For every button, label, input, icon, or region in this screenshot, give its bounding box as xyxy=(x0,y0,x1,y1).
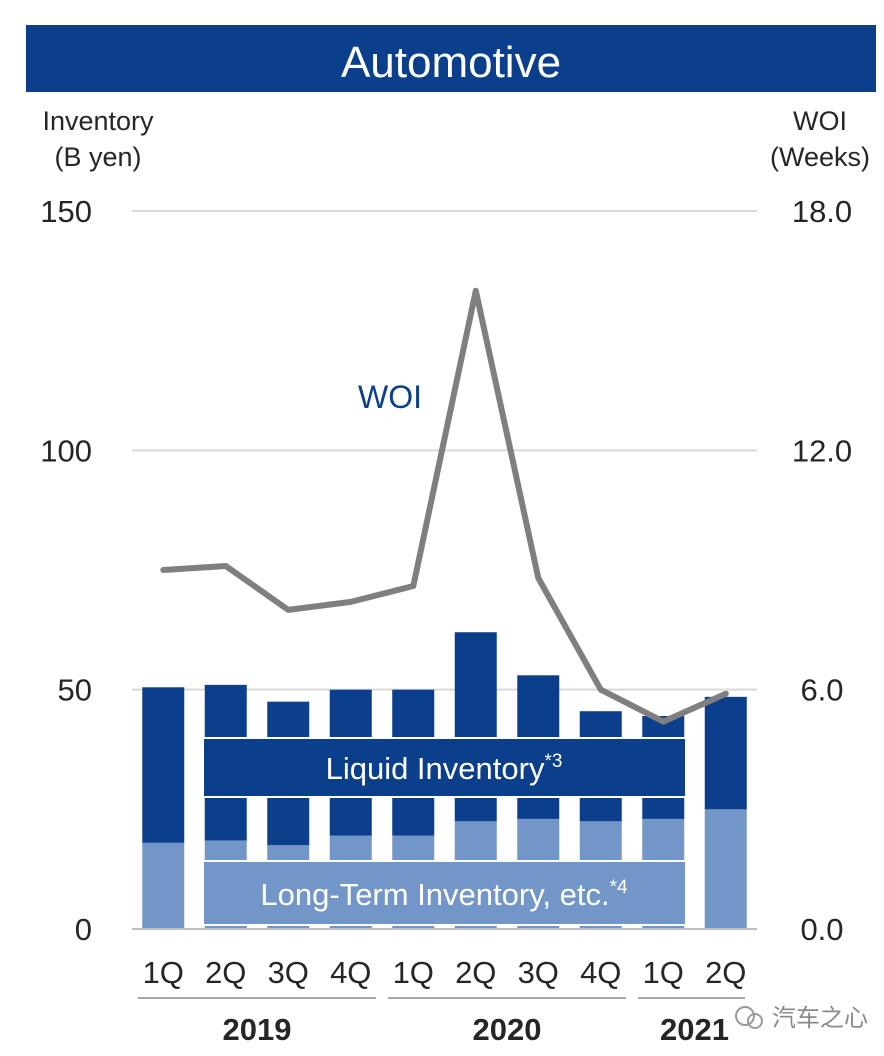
liquid-inventory-legend: Liquid Inventory*3 xyxy=(202,737,687,798)
category-label: 3Q xyxy=(268,955,309,990)
year-label: 2019 xyxy=(223,1012,292,1047)
wechat-icon-bubble xyxy=(747,1013,763,1029)
right-axis-label-line1: WOI xyxy=(793,106,847,136)
watermark: 汽车之心 xyxy=(735,1005,868,1032)
chart-title: Automotive xyxy=(341,38,561,87)
category-label: 4Q xyxy=(330,955,371,990)
long-term-inventory-bar xyxy=(704,809,747,929)
liquid-inventory-bar xyxy=(142,687,185,843)
year-groups: 2019 2020 2021 xyxy=(138,997,745,1047)
long-term-inventory-legend-label: Long-Term Inventory, etc.*4 xyxy=(260,877,628,912)
left-axis-label-line1: Inventory xyxy=(42,106,154,136)
liquid-inventory-legend-label: Liquid Inventory*3 xyxy=(326,751,563,786)
liquid-inventory-bar xyxy=(704,696,747,810)
year-label: 2020 xyxy=(473,1012,542,1047)
category-label: 2Q xyxy=(205,955,246,990)
long-term-inventory-legend-footnote: *4 xyxy=(610,877,628,898)
left-tick-label: 150 xyxy=(40,194,92,229)
left-tick-label: 0 xyxy=(75,912,92,947)
right-tick-label: 6.0 xyxy=(800,673,843,708)
right-axis-ticks: 0.0 6.0 12.0 18.0 xyxy=(792,194,852,947)
right-axis-label-line2: (Weeks) xyxy=(770,142,870,172)
long-term-inventory-legend-text: Long-Term Inventory, etc. xyxy=(260,877,609,912)
title-banner xyxy=(26,25,876,92)
liquid-inventory-legend-text: Liquid Inventory xyxy=(326,751,545,786)
category-label: 4Q xyxy=(580,955,621,990)
right-tick-label: 18.0 xyxy=(792,194,852,229)
liquid-inventory-legend-box xyxy=(202,737,687,798)
right-tick-label: 0.0 xyxy=(800,912,843,947)
left-axis-label-line2: (B yen) xyxy=(54,142,141,172)
category-labels: 1Q 2Q 3Q 4Q 1Q 2Q 3Q 4Q 1Q 2Q xyxy=(143,955,747,990)
watermark-text: 汽车之心 xyxy=(772,1005,868,1032)
long-term-inventory-legend-box xyxy=(202,860,687,926)
category-label: 1Q xyxy=(393,955,434,990)
woi-line xyxy=(160,287,729,725)
left-tick-label: 100 xyxy=(40,433,92,468)
category-label: 1Q xyxy=(643,955,684,990)
liquid-inventory-legend-footnote: *3 xyxy=(544,751,562,772)
long-term-inventory-legend: Long-Term Inventory, etc.*4 xyxy=(202,860,687,926)
category-label: 2Q xyxy=(705,955,746,990)
category-label: 1Q xyxy=(143,955,184,990)
woi-line-label: WOI xyxy=(358,379,422,415)
long-term-inventory-bar xyxy=(142,842,185,929)
left-tick-label: 50 xyxy=(58,673,92,708)
category-label: 3Q xyxy=(518,955,559,990)
wechat-icon xyxy=(735,1006,755,1026)
right-tick-label: 12.0 xyxy=(792,433,852,468)
year-label: 2021 xyxy=(660,1012,729,1047)
category-label: 2Q xyxy=(455,955,496,990)
left-axis-ticks: 0 50 100 150 xyxy=(40,194,92,947)
